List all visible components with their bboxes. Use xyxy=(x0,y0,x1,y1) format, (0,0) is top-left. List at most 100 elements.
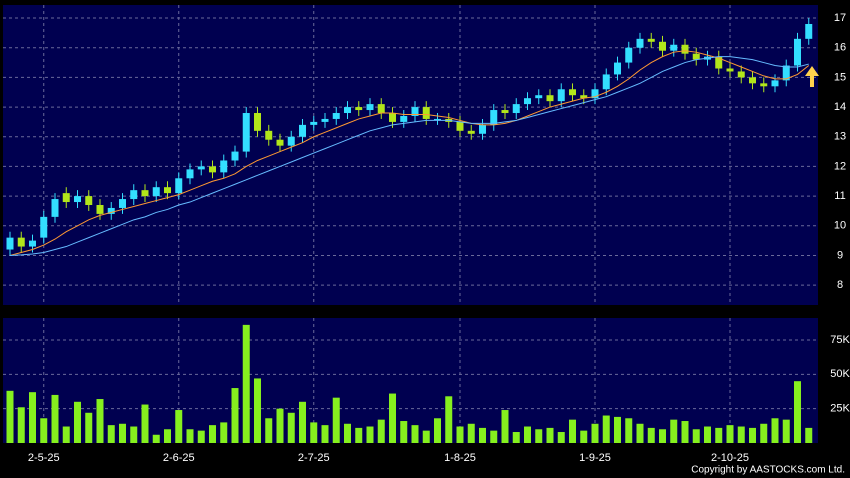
y-tick-label: 9 xyxy=(837,249,843,261)
volume-bar xyxy=(737,426,745,443)
y-tick-label: 50K xyxy=(830,368,850,380)
marks xyxy=(6,18,813,443)
volume-bar xyxy=(490,430,498,443)
volume-bar xyxy=(434,418,441,443)
candle-body xyxy=(625,47,633,63)
candle-body xyxy=(231,151,239,161)
candle-body xyxy=(580,95,588,99)
volume-bar xyxy=(670,419,678,443)
volume-bar xyxy=(636,423,644,443)
candle-body xyxy=(287,136,295,146)
candle-body xyxy=(29,240,36,247)
candle-body xyxy=(119,199,126,208)
candle-body xyxy=(62,193,70,203)
candle-body xyxy=(726,68,734,72)
volume-bar xyxy=(107,425,115,443)
candle-body xyxy=(794,38,801,66)
candle-body xyxy=(456,121,464,131)
copyright: Copyright by AASTOCKS.com Ltd. xyxy=(691,465,845,476)
candle-body xyxy=(512,104,520,114)
candle-body xyxy=(591,89,599,99)
y-tick-label: 17 xyxy=(834,12,846,24)
volume-bar xyxy=(692,429,700,443)
volume-bar xyxy=(355,427,363,443)
volume-bar xyxy=(310,422,318,443)
volume-bar xyxy=(760,423,768,443)
volume-bar xyxy=(782,419,790,443)
y-tick-label: 11 xyxy=(834,190,845,202)
candle-body xyxy=(332,113,340,119)
candle-body xyxy=(276,139,284,146)
volume-bar xyxy=(175,410,183,443)
volume-bar xyxy=(749,427,756,443)
candle-body xyxy=(175,178,183,194)
volume-bar xyxy=(40,418,48,443)
volume-bar xyxy=(265,418,273,443)
candle-body xyxy=(85,196,93,205)
candle-body xyxy=(107,207,115,214)
candle-body xyxy=(254,113,261,131)
arrow-icon xyxy=(805,66,819,87)
volume-bar xyxy=(141,404,149,443)
candle-body xyxy=(467,130,475,134)
candle-body xyxy=(310,121,318,125)
candle-body xyxy=(411,107,419,116)
volume-bar xyxy=(299,401,306,443)
volume-bar xyxy=(231,388,239,443)
volume-bar xyxy=(51,394,59,443)
candle-body xyxy=(299,124,306,137)
volume-bar xyxy=(524,426,531,443)
volume-bar xyxy=(287,412,295,443)
candle-body xyxy=(344,107,351,114)
candle-body xyxy=(389,113,396,122)
x-tick-label: 1-8-25 xyxy=(444,452,476,464)
volume-bar xyxy=(321,425,329,443)
volume-bar xyxy=(422,430,430,443)
y-tick-label: 12 xyxy=(834,160,846,172)
candle-body xyxy=(771,80,779,87)
candle-body xyxy=(434,118,441,120)
volume-bar xyxy=(602,415,610,443)
volume-bar xyxy=(569,419,576,443)
y-tick-label: 8 xyxy=(837,279,843,291)
volume-bar xyxy=(546,427,554,443)
volume-bar xyxy=(366,426,374,443)
candle-body xyxy=(141,190,149,197)
volume-bar xyxy=(715,427,723,443)
volume-bar xyxy=(62,426,70,443)
volume-bar xyxy=(647,427,655,443)
candle-body xyxy=(355,107,363,111)
candle-body xyxy=(636,38,644,48)
candle-body xyxy=(422,107,430,119)
volume-bar xyxy=(130,426,138,443)
volume-bar xyxy=(220,422,228,443)
candle-body xyxy=(805,23,813,39)
candle-body xyxy=(242,113,250,152)
candle-body xyxy=(535,95,543,99)
x-tick-label: 2-5-25 xyxy=(28,452,60,464)
candle-body xyxy=(681,44,689,54)
y-tick-label: 13 xyxy=(834,131,846,143)
candle-body xyxy=(670,44,678,51)
y-tick-label: 14 xyxy=(834,101,846,113)
candle-body xyxy=(715,56,723,69)
volume-bar xyxy=(557,432,565,443)
volume-bar xyxy=(152,434,160,443)
candle-body xyxy=(377,104,385,114)
candle-body xyxy=(546,95,554,102)
candle-body xyxy=(569,89,576,96)
candle-body xyxy=(760,83,768,87)
candle-body xyxy=(321,118,329,122)
candle-body xyxy=(74,196,81,203)
volume-bar xyxy=(681,421,689,443)
volume-bar xyxy=(659,429,666,443)
volume-bar xyxy=(479,427,486,443)
y-tick-label: 25K xyxy=(830,403,850,415)
volume-bar xyxy=(254,378,261,443)
volume-bar xyxy=(29,392,36,443)
volume-bar xyxy=(704,426,711,443)
volume-bar xyxy=(377,419,385,443)
volume-bar xyxy=(535,429,543,443)
candle-body xyxy=(479,124,486,134)
volume-bar xyxy=(389,393,396,443)
